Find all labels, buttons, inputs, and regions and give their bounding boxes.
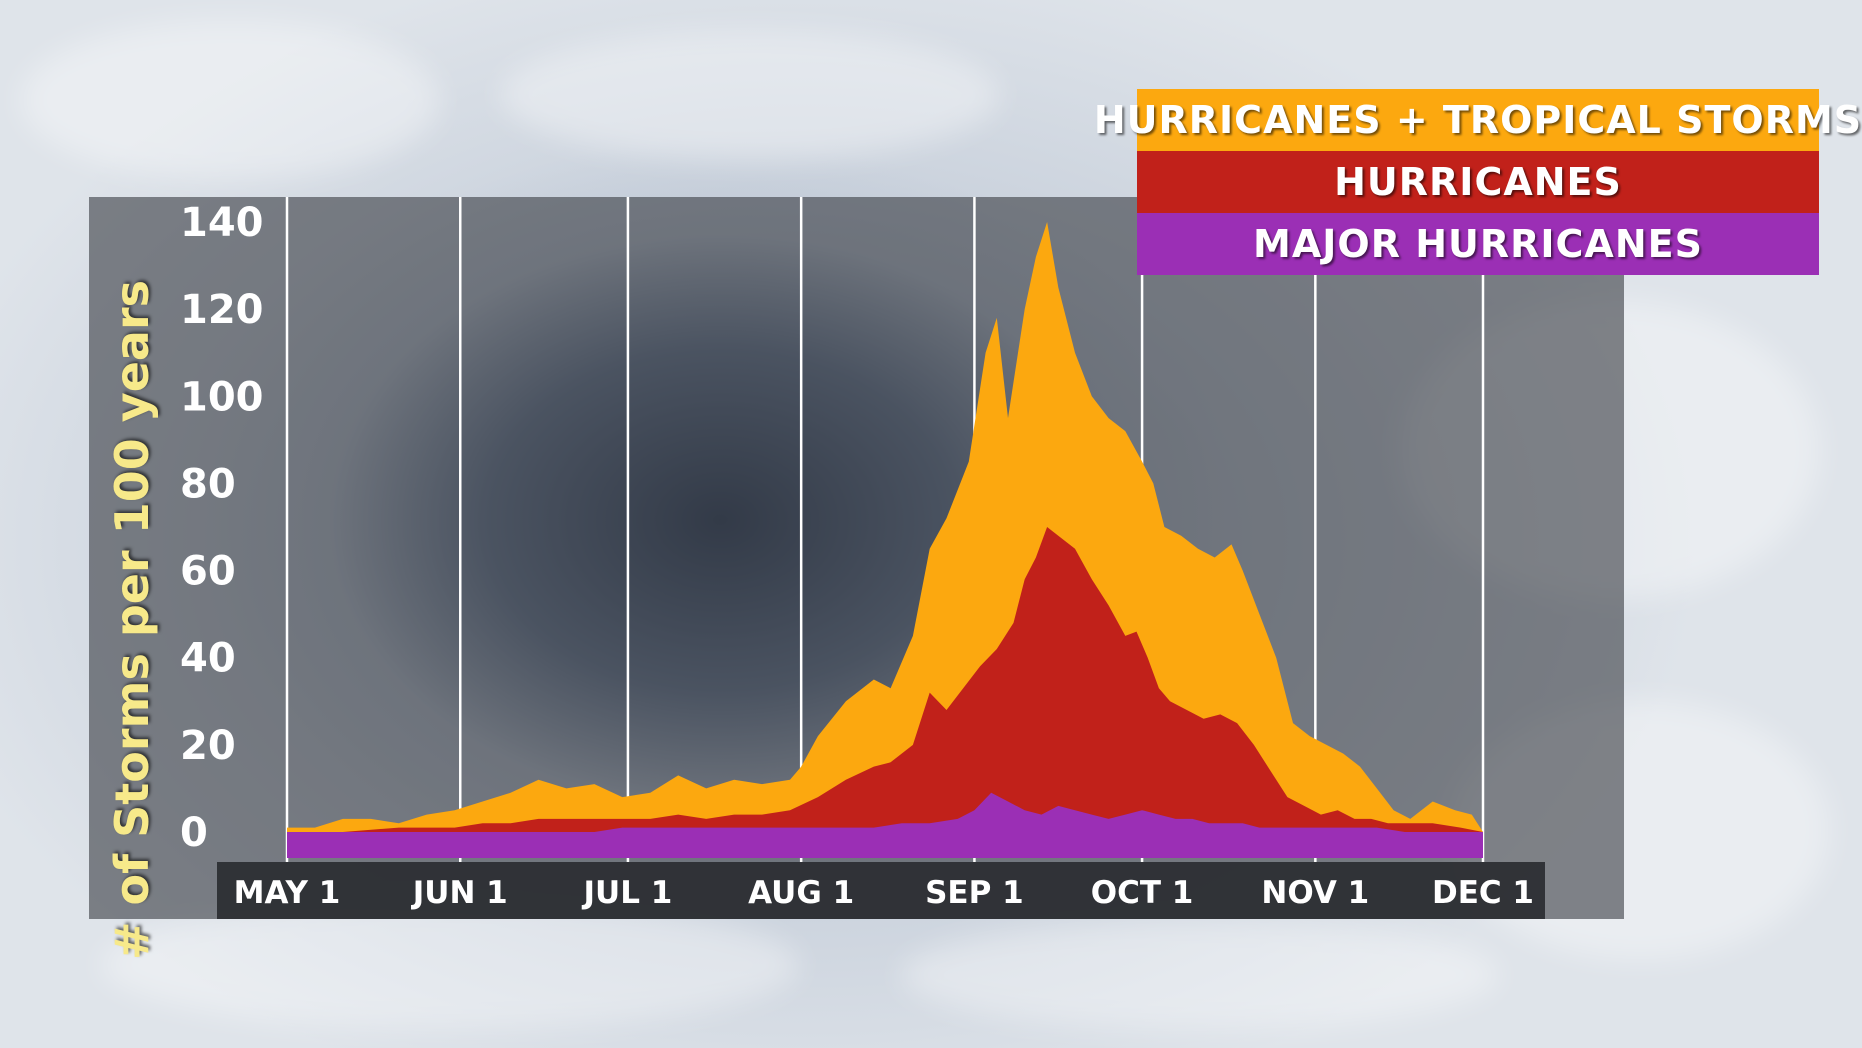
y-tick-label: 40	[180, 636, 236, 682]
legend-label: HURRICANES	[1334, 160, 1622, 204]
y-tick-label: 140	[180, 200, 264, 246]
x-tick-label: AUG 1	[748, 875, 854, 911]
x-tick-label: JUN 1	[411, 875, 508, 911]
cloud-texture	[900, 920, 1500, 1030]
y-tick-label: 20	[180, 723, 236, 769]
y-axis-ticks: 0 20 40 60 80 100 120 140	[180, 200, 264, 856]
y-tick-label: 80	[180, 461, 236, 507]
x-tick-label: SEP 1	[925, 875, 1024, 911]
legend-label: MAJOR HURRICANES	[1253, 222, 1703, 266]
x-tick-label: NOV 1	[1261, 875, 1369, 911]
area-hurricanes	[287, 527, 1483, 858]
cloud-texture	[100, 900, 800, 1030]
cloud-texture	[20, 20, 440, 180]
x-axis-ticks: MAY 1 JUN 1 JUL 1 AUG 1 SEP 1 OCT 1 NOV 1 DEC 1	[234, 875, 1534, 911]
legend-label: HURRICANES + TROPICAL STORMS	[1093, 98, 1862, 142]
legend-item-major-hurricanes: MAJOR HURRICANES	[1137, 213, 1819, 275]
cloud-texture	[500, 30, 1000, 160]
legend: HURRICANES + TROPICAL STORMS HURRICANES …	[1094, 89, 1861, 275]
legend-item-tropical-storms: HURRICANES + TROPICAL STORMS	[1094, 89, 1861, 151]
x-axis-bar	[217, 862, 1545, 919]
y-tick-label: 0	[180, 810, 208, 856]
x-tick-label: OCT 1	[1091, 875, 1194, 911]
y-axis-label: # of Storms per 100 years	[105, 279, 159, 961]
y-tick-label: 60	[180, 549, 236, 595]
legend-item-hurricanes: HURRICANES	[1137, 151, 1819, 213]
x-tick-label: MAY 1	[234, 875, 341, 911]
area-tropical	[287, 222, 1483, 858]
y-tick-label: 120	[180, 287, 264, 333]
y-tick-label: 100	[180, 374, 264, 420]
x-tick-label: DEC 1	[1432, 875, 1534, 911]
area-series	[287, 222, 1483, 858]
area-major	[287, 792, 1483, 858]
x-tick-label: JUL 1	[582, 875, 673, 911]
